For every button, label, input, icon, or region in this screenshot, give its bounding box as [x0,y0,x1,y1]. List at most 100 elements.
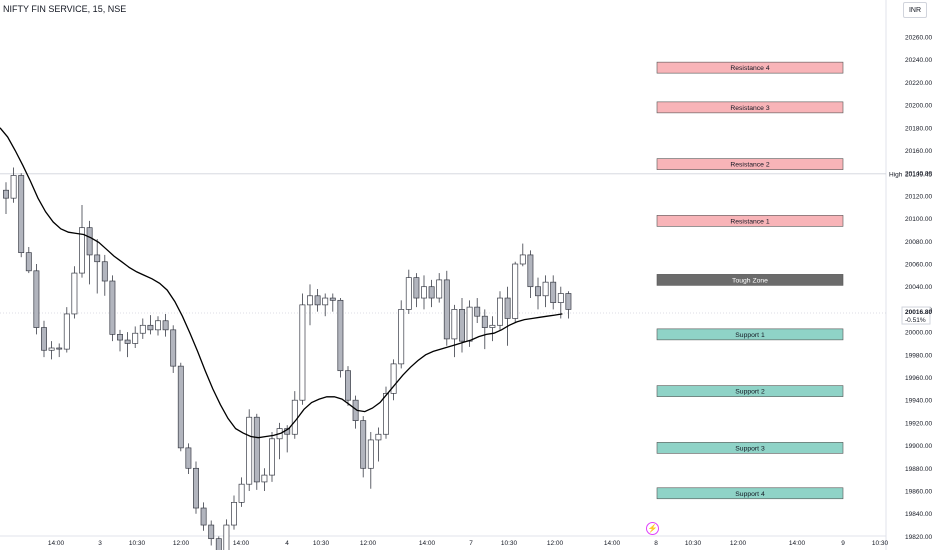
candle-body [443,279,450,340]
y-tick-label: 20120.00 [905,193,932,200]
candle-body [421,286,427,299]
candle-body [109,280,116,335]
candle-body [527,254,534,288]
zone-label: Resistance 3 [730,105,770,112]
zone-box-support [656,328,844,341]
y-tick-label: 20100.00 [905,216,932,223]
candle-body [428,286,435,299]
candle-body [253,416,260,483]
zone-box-resistance [656,101,844,114]
candle-body [208,524,215,540]
candle-body [329,297,336,301]
zone-box-support [656,442,844,454]
y-tick-label: 20180.00 [905,125,932,132]
candle-body [474,306,481,317]
candle-body [413,277,420,299]
candle-body [79,227,85,274]
y-tick-label: 20260.00 [905,35,932,42]
y-tick-label: 19900.00 [905,443,932,450]
zone-label: Support 4 [735,491,765,498]
lightning-icon[interactable]: ⚡ [646,522,659,535]
zone-label: Tough Zone [732,277,768,284]
currency-selector[interactable]: INR [903,2,927,18]
candle-body [56,347,63,350]
x-tick-label: 12:00 [173,540,190,547]
x-tick-label: 10:30 [129,540,146,547]
candle-body [481,315,488,328]
y-tick-label: 20040.00 [905,284,932,291]
zone-box-support [656,385,844,397]
candle-body [124,339,131,344]
candle-body [436,279,443,299]
zone-label: Support 2 [735,389,765,396]
candle-body [489,324,496,328]
x-tick-label: 10:30 [872,540,889,547]
y-tick-label: 20200.00 [905,103,932,110]
candle-body [367,439,374,469]
candle-body [497,297,503,326]
candle-body [33,270,40,328]
zone-box-resistance [656,215,844,227]
candle-body [466,306,473,342]
candle-body [542,281,549,297]
candle-body [10,175,17,199]
candle-body [405,277,412,310]
candle-body [94,254,101,263]
y-tick-label: 19980.00 [905,352,932,359]
candle-body [345,370,351,401]
x-tick-label: 3 [98,540,102,547]
candle-body [375,433,382,441]
candle-body [565,293,572,310]
high-label: High [889,171,903,178]
candle-body [291,399,298,435]
candle-body [383,393,389,435]
x-tick-label: 14:00 [48,540,65,547]
candle-body [246,416,253,485]
zone-box-resistance [656,158,844,170]
candle-body [48,347,55,351]
x-tick-label: 9 [841,540,845,547]
x-tick-label: 4 [285,540,289,547]
y-tick-label: 20220.00 [905,80,932,87]
candle-body [512,263,519,319]
x-tick-label: 7 [469,540,473,547]
zone-box-resistance [656,61,844,74]
candle-body [504,297,511,319]
y-tick-label: 19860.00 [905,489,932,496]
candle-body [299,304,306,401]
zone-label: Resistance 2 [730,162,770,169]
candle-body [451,309,458,340]
y-tick-label: 19840.00 [905,511,932,518]
candle-body [147,324,154,331]
candle-body [177,365,184,449]
zone-label: Support 1 [735,332,765,339]
candle-body [193,467,199,509]
candle-body [398,309,405,365]
x-tick-label: 12:00 [360,540,377,547]
candle-body [390,363,397,394]
y-tick-label: 19880.00 [905,466,932,473]
candle-body [170,329,177,367]
x-tick-label: 14:00 [233,540,250,547]
zone-label: Resistance 4 [730,65,770,72]
zone-label: Support 3 [735,445,765,452]
candle-body [223,524,230,550]
x-tick-label: 10:30 [501,540,518,547]
x-tick-label: 8 [654,540,658,547]
x-tick-label: 10:30 [313,540,330,547]
x-tick-label: 14:00 [789,540,806,547]
candle-body [41,327,47,351]
candle-body [18,175,25,254]
candle-body [132,332,139,344]
x-tick-label: 14:00 [604,540,621,547]
candle-body [63,313,70,350]
y-tick-label: 19920.00 [905,420,932,427]
candle-body [155,320,161,331]
candle-body [86,227,93,256]
candle-body [101,261,108,282]
candle-body [307,295,313,306]
candle-body [557,293,564,303]
x-tick-label: 14:00 [419,540,436,547]
candle-body [185,447,192,469]
